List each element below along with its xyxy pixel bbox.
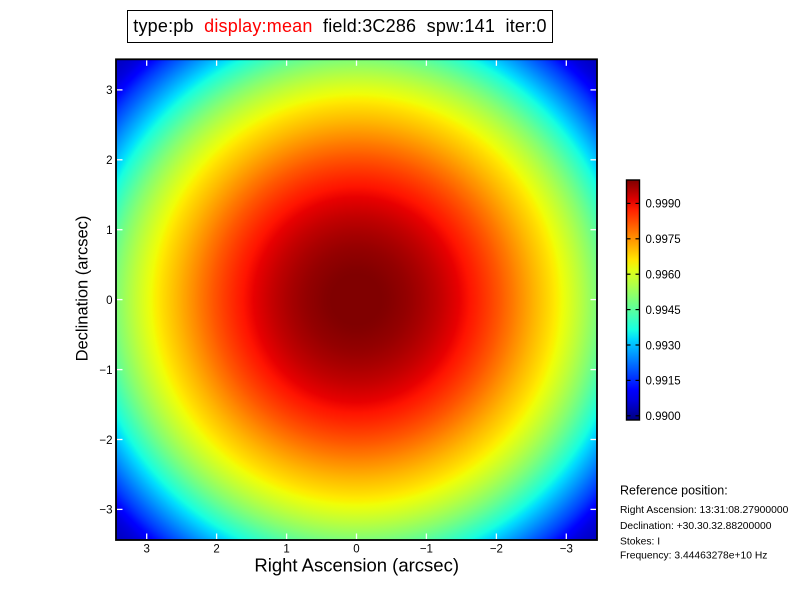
svg-text:0.9930: 0.9930: [646, 340, 681, 352]
svg-text:1: 1: [106, 225, 112, 237]
svg-text:1: 1: [283, 544, 289, 556]
svg-text:0.9960: 0.9960: [646, 270, 681, 282]
svg-text:Frequency: 3.44463278e+10 Hz: Frequency: 3.44463278e+10 Hz: [620, 551, 767, 562]
svg-text:Stokes: I: Stokes: I: [620, 537, 660, 548]
svg-text:Right Ascension (arcsec): Right Ascension (arcsec): [254, 555, 459, 576]
svg-text:0.9990: 0.9990: [646, 199, 681, 211]
svg-text:0.9915: 0.9915: [646, 376, 681, 388]
svg-text:2: 2: [213, 544, 219, 556]
svg-text:2: 2: [106, 155, 112, 167]
svg-text:−2: −2: [99, 435, 112, 447]
svg-text:3: 3: [143, 544, 149, 556]
svg-text:3: 3: [106, 85, 112, 97]
svg-text:0: 0: [106, 295, 112, 307]
svg-text:0.9900: 0.9900: [646, 411, 681, 423]
svg-text:−1: −1: [99, 365, 112, 377]
svg-text:−3: −3: [99, 505, 112, 517]
svg-text:Declination (arcsec): Declination (arcsec): [74, 216, 92, 362]
svg-text:Right Ascension: 13:31:08.2790: Right Ascension: 13:31:08.27900000: [620, 505, 789, 516]
svg-text:0: 0: [353, 544, 359, 556]
svg-text:0.9975: 0.9975: [646, 234, 681, 246]
svg-text:−1: −1: [420, 544, 433, 556]
svg-text:Declination: +30.30.32.8820000: Declination: +30.30.32.88200000: [620, 521, 772, 532]
svg-text:−3: −3: [560, 544, 573, 556]
svg-text:0.9945: 0.9945: [646, 305, 681, 317]
svg-text:−2: −2: [490, 544, 503, 556]
svg-text:Reference position:: Reference position:: [620, 484, 728, 498]
